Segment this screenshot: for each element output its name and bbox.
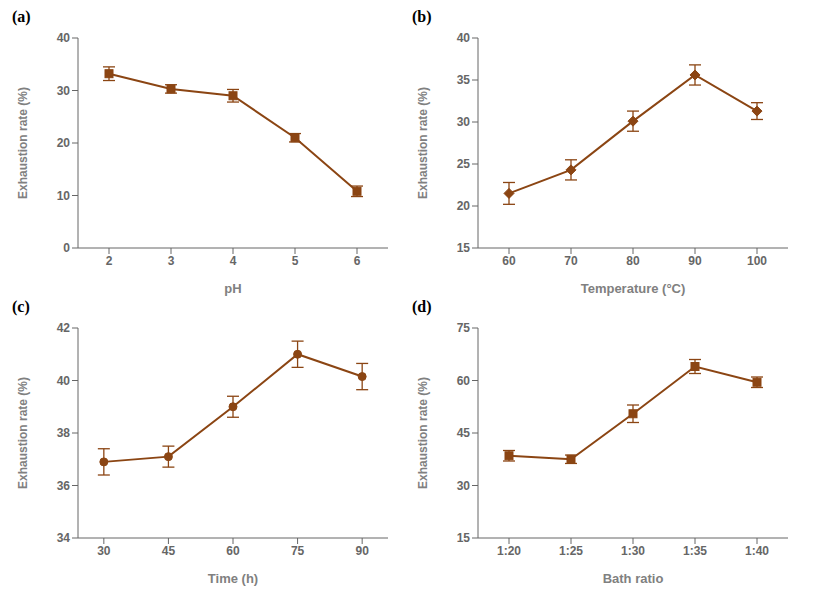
svg-text:6: 6 (354, 254, 361, 268)
svg-text:Bath ratio: Bath ratio (603, 571, 664, 586)
svg-text:30: 30 (457, 115, 471, 129)
svg-text:45: 45 (457, 426, 471, 440)
html-text:(d): (d) (412, 298, 432, 315)
svg-text:60: 60 (502, 254, 516, 268)
svg-text:36: 36 (57, 479, 71, 493)
svg-text:2: 2 (106, 254, 113, 268)
svg-text:34: 34 (57, 531, 71, 545)
svg-text:45: 45 (162, 544, 176, 558)
svg-text:20: 20 (457, 199, 471, 213)
svg-text:Exhaustion rate (%): Exhaustion rate (%) (416, 377, 430, 489)
svg-text:100: 100 (747, 254, 767, 268)
svg-text:15: 15 (457, 241, 471, 255)
svg-text:20: 20 (57, 136, 71, 150)
svg-text:80: 80 (626, 254, 640, 268)
svg-text:Time (h): Time (h) (208, 571, 258, 586)
svg-text:60: 60 (226, 544, 240, 558)
svg-text:35: 35 (457, 73, 471, 87)
svg-text:90: 90 (688, 254, 702, 268)
svg-text:40: 40 (57, 374, 71, 388)
svg-text:40: 40 (457, 31, 471, 45)
svg-text:1:40: 1:40 (745, 544, 769, 558)
html-text:(b): (b) (412, 8, 432, 25)
svg-text:38: 38 (57, 426, 71, 440)
svg-text:70: 70 (564, 254, 578, 268)
html-text:(c): (c) (12, 298, 30, 315)
svg-text:5: 5 (292, 254, 299, 268)
svg-text:3: 3 (168, 254, 175, 268)
svg-text:30: 30 (457, 479, 471, 493)
svg-text:25: 25 (457, 157, 471, 171)
html-text:(a): (a) (12, 8, 31, 25)
svg-text:pH: pH (224, 281, 241, 296)
svg-text:90: 90 (355, 544, 369, 558)
svg-text:1:30: 1:30 (621, 544, 645, 558)
svg-text:42: 42 (57, 321, 71, 335)
svg-text:Exhaustion rate (%): Exhaustion rate (%) (416, 87, 430, 199)
svg-text:30: 30 (57, 84, 71, 98)
svg-text:60: 60 (457, 374, 471, 388)
svg-text:1:25: 1:25 (559, 544, 583, 558)
svg-text:1:20: 1:20 (497, 544, 521, 558)
svg-text:10: 10 (57, 189, 71, 203)
svg-text:Exhaustion rate (%): Exhaustion rate (%) (16, 377, 30, 489)
svg-text:15: 15 (457, 531, 471, 545)
svg-text:75: 75 (291, 544, 305, 558)
svg-text:75: 75 (457, 321, 471, 335)
svg-text:0: 0 (63, 241, 70, 255)
svg-text:4: 4 (230, 254, 237, 268)
svg-text:Exhaustion rate (%): Exhaustion rate (%) (16, 87, 30, 199)
svg-text:Temperature (°C): Temperature (°C) (581, 281, 686, 296)
svg-text:30: 30 (97, 544, 111, 558)
svg-text:40: 40 (57, 31, 71, 45)
svg-text:1:35: 1:35 (683, 544, 707, 558)
